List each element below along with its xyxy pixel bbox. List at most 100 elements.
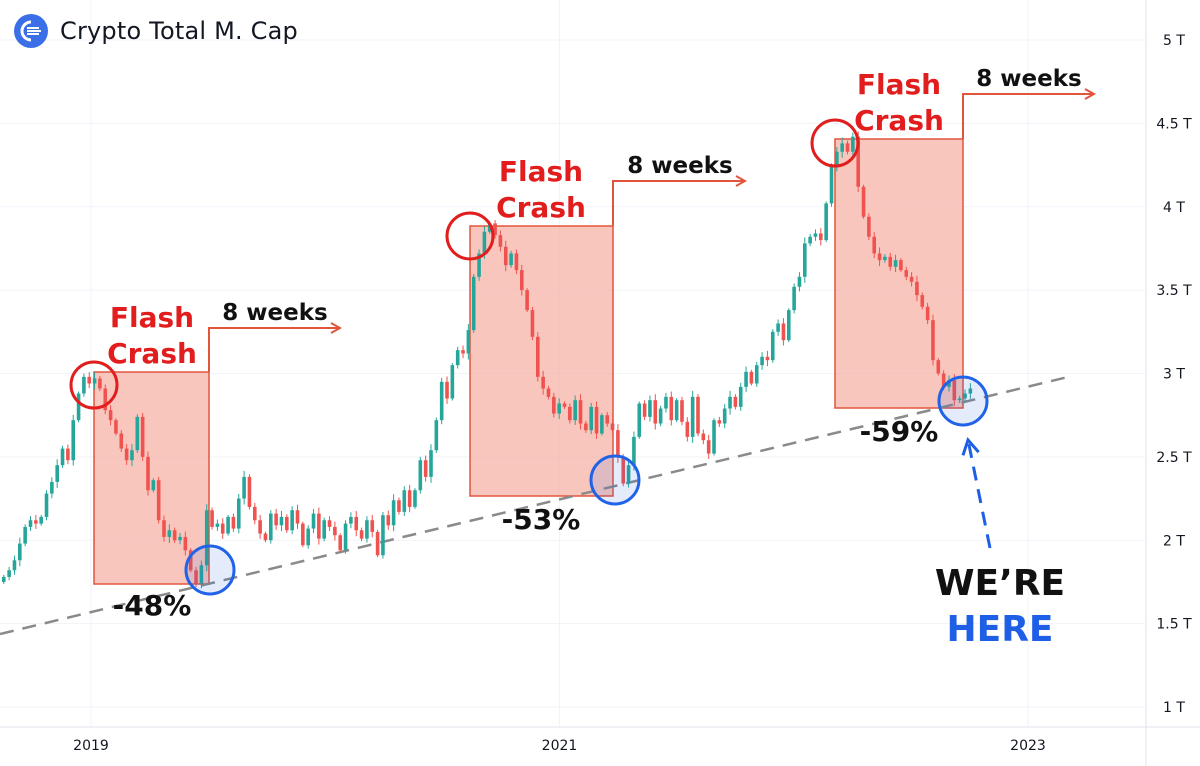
candle-up xyxy=(482,231,487,254)
candle-down xyxy=(285,516,289,531)
candle-down xyxy=(925,306,930,321)
candle-up xyxy=(23,526,27,544)
candle-down xyxy=(872,236,877,254)
candle-down xyxy=(103,388,108,411)
candle-up xyxy=(803,243,807,277)
candle-down xyxy=(568,406,572,421)
candle-down xyxy=(541,376,545,389)
y-tick-label: 4 T xyxy=(1163,200,1185,216)
candle-down xyxy=(888,256,893,267)
candle-up xyxy=(50,481,54,494)
candle-up xyxy=(690,396,695,437)
y-tick-label: 3 T xyxy=(1163,367,1185,383)
candle-up xyxy=(851,136,855,152)
candle-down xyxy=(407,490,412,507)
candle-down xyxy=(717,420,722,424)
candle-down xyxy=(552,396,556,414)
candle-down xyxy=(274,513,278,526)
bottom-circle-2026 xyxy=(937,375,989,427)
candle-down xyxy=(584,423,588,431)
candle-down xyxy=(616,430,620,457)
candle-up xyxy=(413,490,417,507)
candle-down xyxy=(119,433,124,449)
candle-up xyxy=(600,415,604,434)
flash-crash-label-3a: Flash xyxy=(857,68,941,101)
candle-down xyxy=(445,381,449,399)
candle-down xyxy=(915,281,919,296)
we-are-here-arrow xyxy=(961,437,992,549)
candle-down xyxy=(594,406,599,434)
candle-down xyxy=(172,530,177,541)
candle-down xyxy=(605,415,610,424)
flash-crash-label-3b: Crash xyxy=(854,104,944,137)
candle-down xyxy=(333,526,337,536)
candle-up xyxy=(455,350,460,366)
candle-up xyxy=(236,498,241,529)
candle-down xyxy=(108,410,113,421)
candle-up xyxy=(770,331,775,361)
candle-down xyxy=(114,420,118,434)
candle-down xyxy=(680,400,684,422)
weeks-label-2: 8 weeks xyxy=(627,153,732,179)
candle-up xyxy=(893,260,898,267)
candle-down xyxy=(87,376,92,384)
candle-up xyxy=(509,253,513,266)
candle-up xyxy=(418,460,423,491)
candle-down xyxy=(295,510,300,524)
crash-box-2019 xyxy=(93,371,210,585)
candle-up xyxy=(797,276,802,287)
bottom-circle-2019 xyxy=(184,544,236,596)
candle-down xyxy=(765,356,770,361)
candle-up xyxy=(343,523,348,551)
bottom-circles xyxy=(184,375,989,596)
candle-up xyxy=(450,365,455,399)
chart-header: Crypto Total M. Cap xyxy=(14,14,298,48)
candle-up xyxy=(840,143,844,152)
candle-up xyxy=(648,400,652,417)
candle-up xyxy=(792,286,796,311)
candle-up xyxy=(151,480,156,491)
candle-up xyxy=(2,576,6,582)
candle-up xyxy=(712,420,716,454)
candle-down xyxy=(909,276,914,282)
candlesticks xyxy=(2,131,973,589)
candle-up xyxy=(381,515,385,556)
candle-down xyxy=(423,460,428,477)
candle-up xyxy=(835,151,839,167)
candle-up xyxy=(824,203,828,241)
y-tick-label: 2 T xyxy=(1163,533,1185,549)
x-tick-label: 2021 xyxy=(542,738,578,754)
candle-down xyxy=(904,270,909,277)
candle-up xyxy=(7,570,11,577)
x-tick-label: 2023 xyxy=(1010,738,1046,754)
flash-crash-label-1a: Flash xyxy=(110,301,194,334)
candle-up xyxy=(226,516,230,534)
candle-up xyxy=(39,516,43,524)
candle-down xyxy=(819,233,823,241)
candle-up xyxy=(178,536,182,541)
candle-down xyxy=(258,520,262,534)
candle-up xyxy=(365,520,369,539)
candle-down xyxy=(210,510,214,527)
candle-down xyxy=(247,476,252,507)
candle-down xyxy=(156,480,161,521)
candle-up xyxy=(487,223,492,232)
candle-up xyxy=(466,330,471,354)
candle-down xyxy=(562,403,567,407)
candle-down xyxy=(397,500,401,512)
candle-down xyxy=(536,336,540,377)
peak-circles xyxy=(69,118,860,410)
candle-up xyxy=(135,416,140,451)
candle-down xyxy=(877,253,882,261)
candle-up xyxy=(92,378,97,384)
candle-up xyxy=(626,465,631,484)
candle-down xyxy=(301,523,305,546)
y-tick-label: 5 T xyxy=(1163,33,1185,49)
candle-up xyxy=(744,371,748,387)
flash-crash-label-2a: Flash xyxy=(499,155,583,188)
candle-down xyxy=(546,388,551,397)
weeks-arrow-2 xyxy=(612,181,745,226)
candle-up xyxy=(55,465,59,482)
candle-down xyxy=(461,350,465,354)
candle-down xyxy=(706,440,711,454)
